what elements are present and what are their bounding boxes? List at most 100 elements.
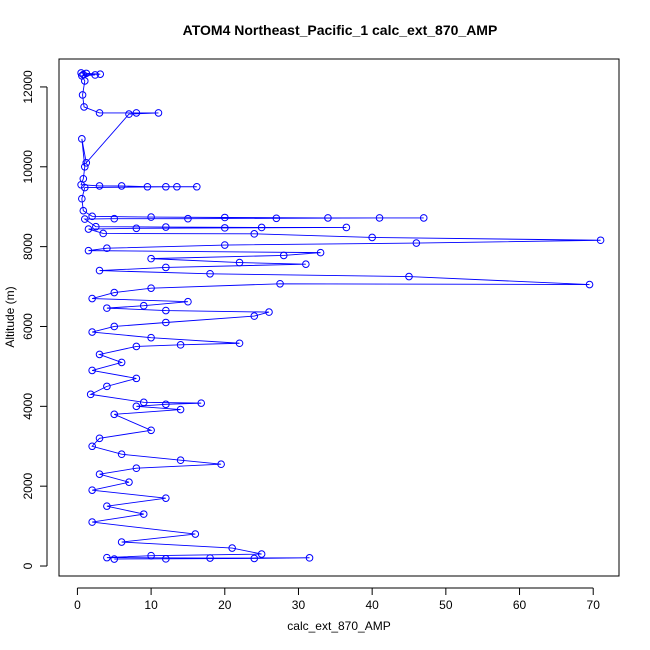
data-point bbox=[250, 312, 259, 320]
data-point bbox=[257, 550, 266, 558]
data-point bbox=[162, 555, 170, 563]
x-tick-label: 10 bbox=[144, 598, 158, 612]
data-point bbox=[125, 478, 133, 486]
data-point bbox=[139, 301, 148, 310]
data-point bbox=[78, 91, 87, 99]
y-tick-label: 0 bbox=[21, 562, 35, 569]
x-tick-label: 30 bbox=[292, 598, 306, 612]
x-tick-label: 50 bbox=[439, 598, 453, 612]
data-point bbox=[235, 339, 244, 348]
data-point bbox=[110, 288, 119, 297]
data-point bbox=[80, 162, 89, 171]
y-tick-label: 6000 bbox=[21, 313, 35, 340]
data-point bbox=[147, 551, 155, 560]
series-line bbox=[80, 72, 601, 560]
data-point bbox=[78, 194, 86, 203]
data-point bbox=[162, 494, 170, 502]
data-point bbox=[117, 538, 126, 546]
y-axis: 0 2000 4000 6000 8000 10000 12000 bbox=[21, 70, 48, 569]
data-point bbox=[88, 442, 96, 451]
x-tick-label: 0 bbox=[74, 598, 81, 612]
y-tick-label: 8000 bbox=[21, 233, 35, 260]
data-point bbox=[272, 214, 281, 223]
data-point bbox=[147, 213, 155, 221]
data-point bbox=[147, 426, 155, 435]
data-point bbox=[324, 214, 332, 222]
data-point bbox=[147, 254, 155, 263]
data-point bbox=[80, 215, 89, 223]
data-point bbox=[143, 182, 152, 191]
chart-title: ATOM4 Northeast_Pacific_1 calc_ext_870_A… bbox=[183, 22, 498, 38]
data-point bbox=[147, 284, 155, 292]
data-point bbox=[95, 350, 104, 359]
data-point bbox=[88, 518, 96, 526]
data-point bbox=[276, 279, 284, 288]
data-point bbox=[84, 246, 93, 255]
data-point bbox=[103, 502, 111, 510]
data-point bbox=[250, 230, 259, 238]
data-point bbox=[257, 223, 266, 232]
data-point bbox=[585, 280, 594, 289]
data-point bbox=[305, 554, 314, 562]
data-point bbox=[80, 103, 88, 111]
y-tick-label: 12000 bbox=[21, 70, 35, 104]
data-point bbox=[206, 269, 214, 278]
plot-area bbox=[77, 69, 605, 563]
data-point bbox=[110, 555, 119, 563]
data-point bbox=[147, 333, 155, 342]
data-point bbox=[139, 510, 148, 518]
x-tick-label: 20 bbox=[218, 598, 232, 612]
data-point bbox=[103, 244, 111, 253]
data-point bbox=[78, 135, 86, 143]
data-point bbox=[228, 544, 236, 552]
data-point bbox=[95, 434, 104, 443]
data-point bbox=[132, 342, 141, 351]
data-point bbox=[220, 224, 229, 232]
data-point bbox=[154, 109, 163, 117]
data-point bbox=[132, 224, 141, 233]
data-point bbox=[342, 223, 351, 232]
data-point bbox=[265, 308, 273, 316]
data-point bbox=[405, 272, 413, 281]
data-point bbox=[99, 229, 108, 238]
data-point bbox=[91, 71, 99, 79]
data-point bbox=[162, 223, 170, 231]
data-point bbox=[176, 341, 185, 349]
data-point bbox=[88, 486, 96, 494]
data-point bbox=[412, 239, 421, 247]
data-point bbox=[88, 328, 96, 336]
data-point bbox=[132, 464, 141, 473]
y-tick-label: 2000 bbox=[21, 473, 35, 500]
y-tick-label: 10000 bbox=[21, 150, 35, 184]
data-point bbox=[375, 214, 384, 222]
data-point bbox=[176, 405, 185, 414]
data-point bbox=[206, 554, 214, 562]
data-point bbox=[95, 109, 104, 117]
data-point bbox=[192, 182, 201, 191]
data-point bbox=[162, 182, 170, 191]
data-point bbox=[103, 553, 111, 562]
data-point bbox=[86, 390, 95, 399]
data-point bbox=[162, 263, 170, 272]
data-point bbox=[302, 260, 310, 269]
data-point bbox=[88, 212, 96, 221]
data-point bbox=[117, 182, 126, 190]
data-point bbox=[184, 214, 192, 223]
data-point bbox=[88, 366, 96, 375]
data-point bbox=[139, 398, 148, 407]
x-tick-label: 40 bbox=[365, 598, 379, 612]
data-point bbox=[132, 374, 141, 383]
data-point bbox=[235, 258, 244, 267]
data-point bbox=[117, 358, 126, 367]
data-point bbox=[88, 294, 96, 303]
plot-frame bbox=[58, 58, 620, 577]
data-point bbox=[279, 251, 288, 260]
y-axis-label: Altitude (m) bbox=[3, 286, 17, 347]
data-point bbox=[80, 183, 89, 192]
data-point bbox=[84, 225, 93, 233]
data-point bbox=[92, 222, 100, 231]
data-point bbox=[95, 182, 104, 190]
data-point bbox=[132, 109, 141, 117]
data-point bbox=[95, 266, 104, 275]
